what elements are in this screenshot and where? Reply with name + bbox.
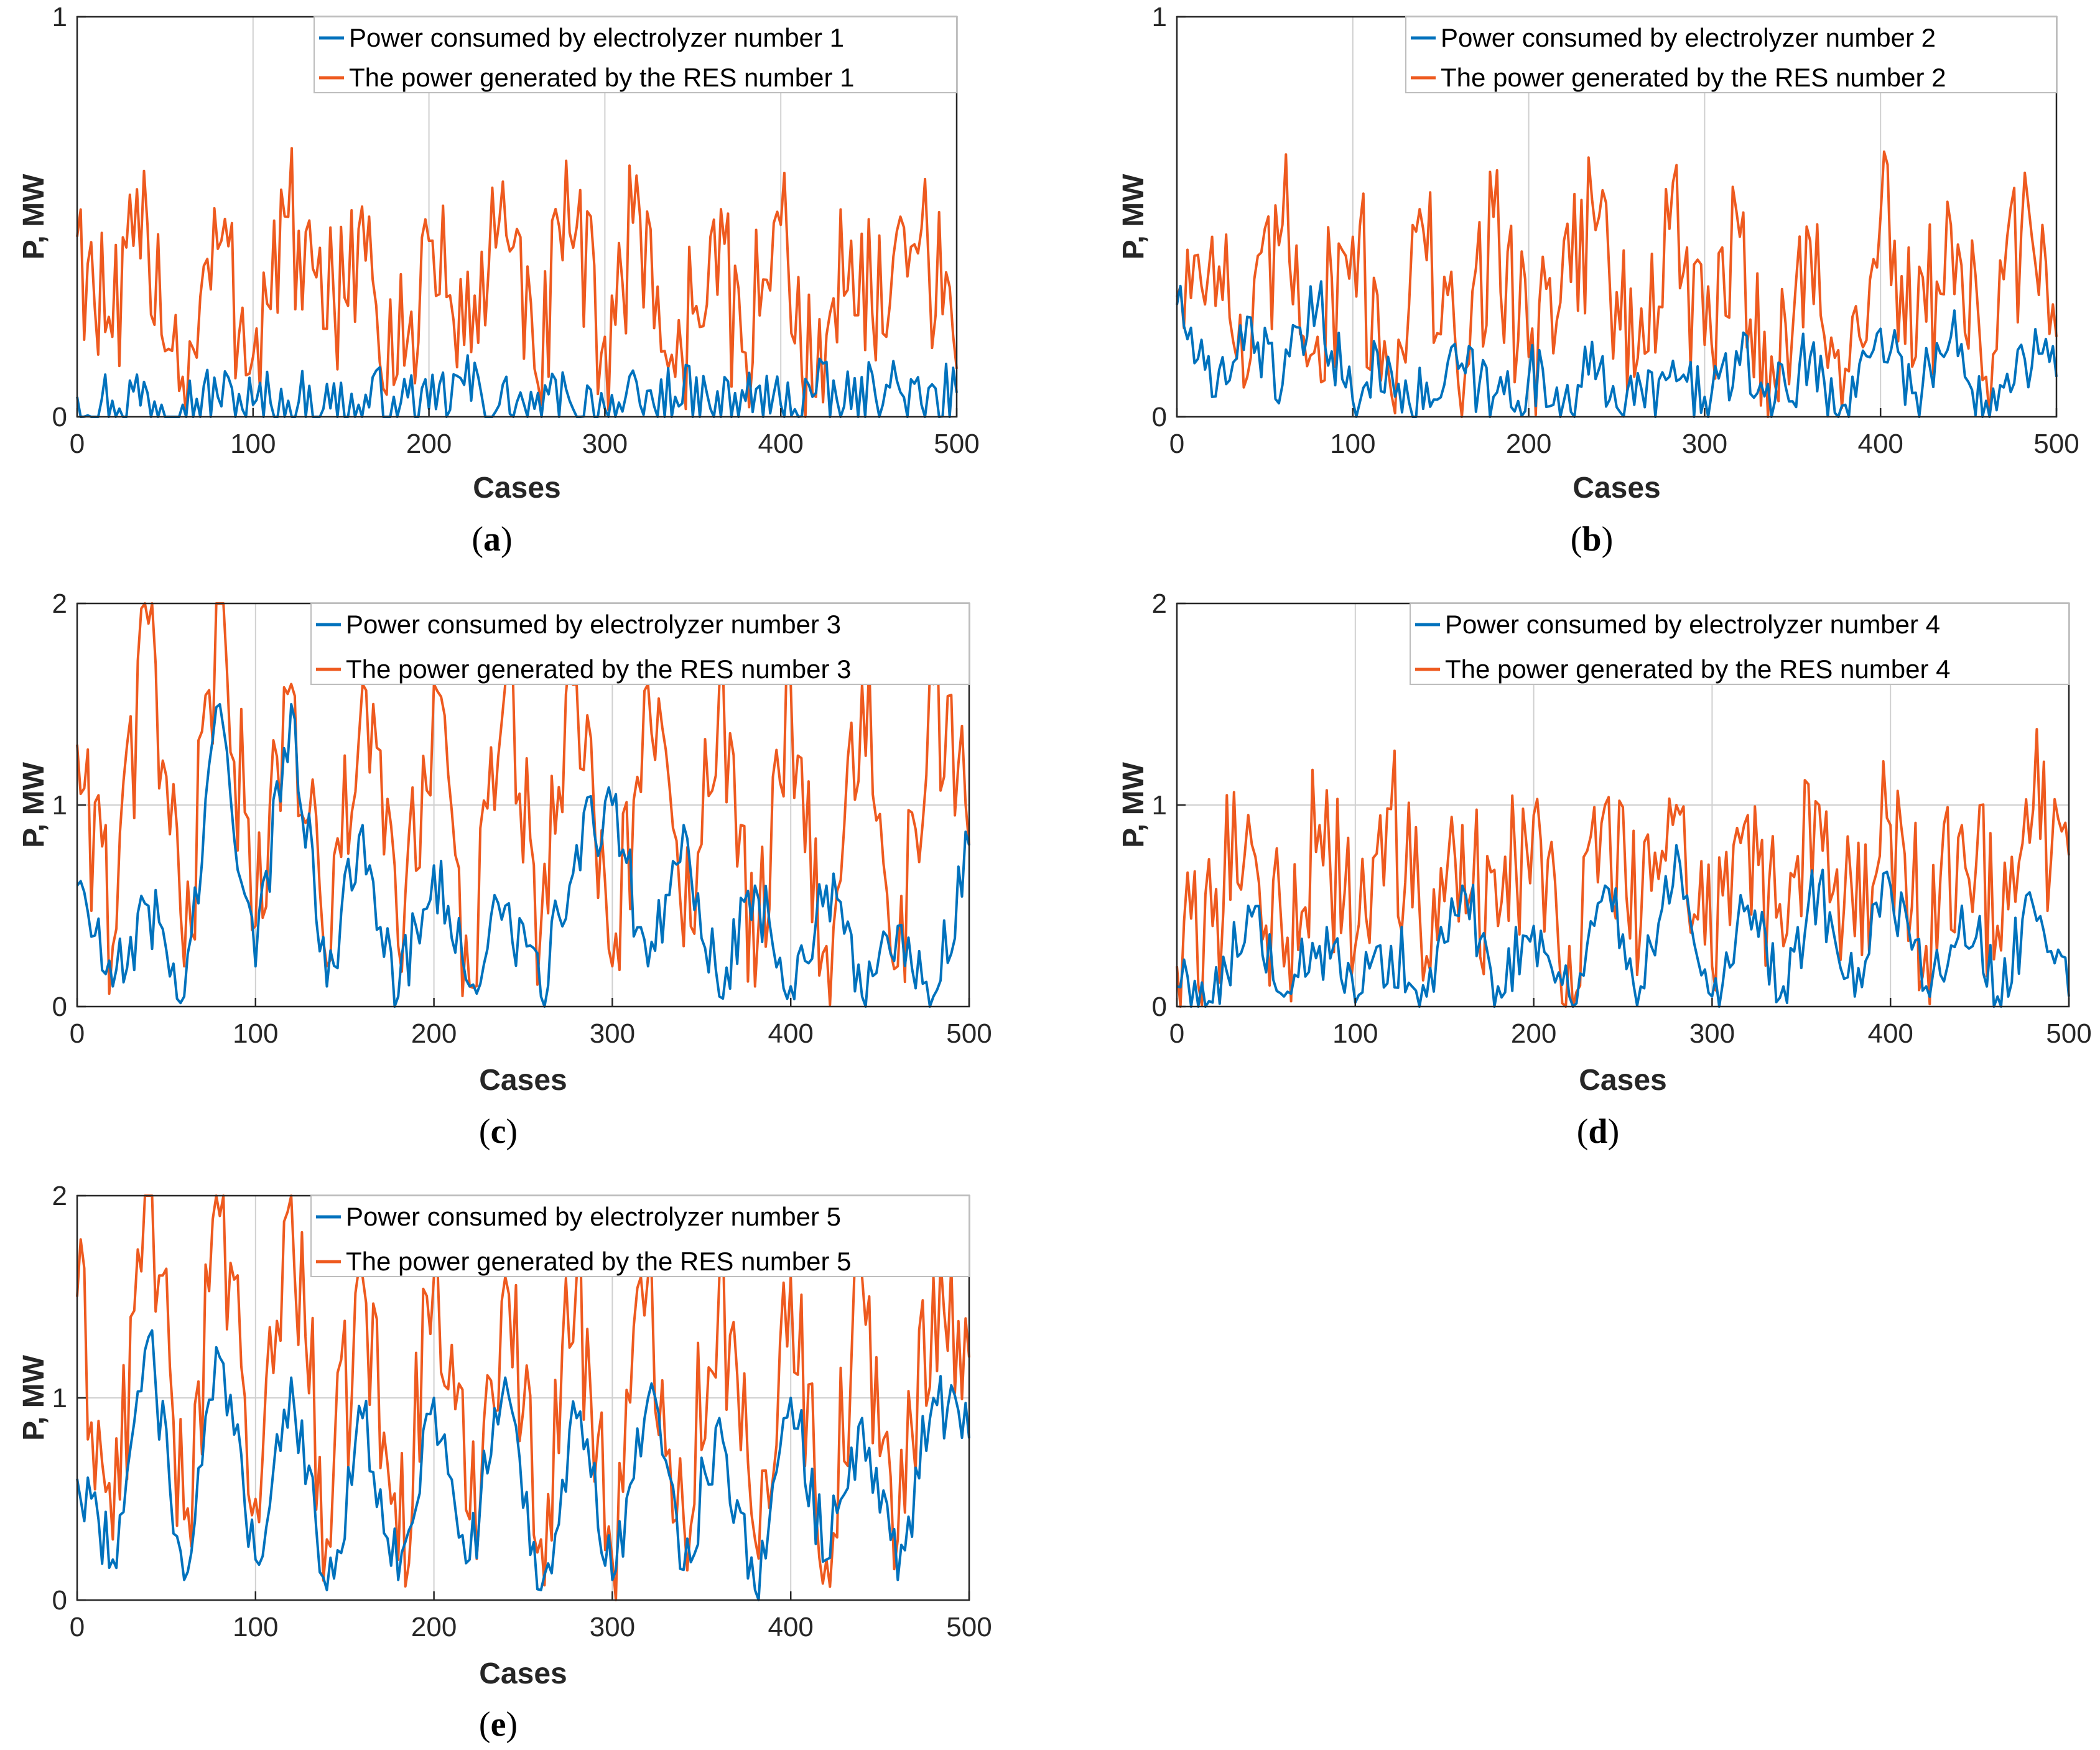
x-tick-label: 500 [2033, 429, 2079, 459]
x-tick-label: 0 [1169, 1018, 1184, 1049]
x-tick-label: 500 [934, 429, 979, 459]
legend-entry: Power consumed by electrolyzer number 1 [349, 23, 844, 52]
legend-box [1410, 603, 2070, 685]
x-tick-label: 200 [411, 1018, 457, 1049]
y-axis-label: P, MW [17, 1354, 50, 1440]
x-tick-label: 400 [768, 1612, 813, 1642]
x-tick-label: 300 [590, 1018, 635, 1049]
x-axis-label: Cases [479, 1064, 567, 1097]
y-axis-label: P, MW [17, 174, 50, 259]
x-axis-label: Cases [479, 1657, 567, 1690]
series-line-electrolyzer [1176, 844, 2070, 1008]
chart-panel-d: 0 100 200 300 400 500 0 1 2 Cases P, MW Power consu… [1117, 589, 2092, 1151]
legend-entry: The power generated by the RES number 5 [346, 1247, 851, 1276]
legend-box [310, 603, 970, 685]
series-line-res [76, 147, 958, 418]
x-axis-label: Cases [1573, 472, 1660, 505]
x-tick-label: 100 [1332, 1018, 1378, 1049]
x-tick-label: 100 [233, 1018, 278, 1049]
x-tick-label: 200 [1511, 1018, 1556, 1049]
legend-entry: The power generated by the RES number 4 [1445, 654, 1950, 684]
y-axis-label: P, MW [1117, 174, 1150, 259]
legend-box [1405, 16, 2057, 93]
panel-label: (c) [479, 1112, 518, 1151]
y-tick-label: 1 [52, 2, 67, 32]
x-tick-label: 100 [1330, 429, 1375, 459]
y-tick-label: 0 [1152, 402, 1167, 432]
x-tick-label: 300 [1689, 1018, 1735, 1049]
x-tick-label: 100 [230, 429, 276, 459]
x-tick-label: 300 [582, 429, 628, 459]
x-tick-label: 400 [768, 1018, 813, 1049]
x-tick-label: 0 [1169, 429, 1184, 459]
legend-entry: Power consumed by electrolyzer number 2 [1441, 23, 1936, 52]
panel-label: (b) [1571, 520, 1613, 559]
y-tick-label: 1 [52, 1383, 67, 1413]
chart-panel-c: 0 100 200 300 400 500 0 1 2 Cases P, MW Power consu… [17, 589, 992, 1151]
legend-box [314, 16, 957, 93]
y-tick-label: 2 [1152, 589, 1167, 619]
y-tick-label: 0 [52, 402, 67, 432]
chart-panel-e: 0 100 200 300 400 500 0 1 2 Cases P, MW Power consu… [17, 1181, 992, 1744]
chart-panel-b: 0 100 200 300 400 500 0 1 Cases P, MW Power consum… [1117, 2, 2079, 559]
x-tick-label: 0 [70, 1612, 85, 1642]
y-tick-label: 2 [52, 1181, 67, 1211]
x-axis-label: Cases [1579, 1064, 1666, 1097]
x-tick-label: 200 [1506, 429, 1551, 459]
legend-entry: Power consumed by electrolyzer number 5 [346, 1202, 841, 1231]
x-axis-label: Cases [473, 472, 560, 505]
x-tick-label: 300 [1682, 429, 1727, 459]
series-line-electrolyzer [76, 354, 958, 418]
legend-entry: The power generated by the RES number 1 [349, 63, 854, 92]
x-tick-label: 500 [946, 1612, 992, 1642]
x-tick-label: 200 [406, 429, 452, 459]
series-line-res [1176, 150, 2058, 418]
x-tick-label: 200 [411, 1612, 457, 1642]
y-axis-label: P, MW [1117, 761, 1150, 847]
series-line-res [76, 1194, 970, 1601]
x-tick-label: 500 [946, 1018, 992, 1049]
series-line-res [1176, 728, 2070, 1008]
x-tick-label: 100 [233, 1612, 278, 1642]
y-tick-label: 0 [52, 992, 67, 1022]
x-tick-label: 400 [1857, 429, 1903, 459]
panel-label: (d) [1577, 1112, 1619, 1151]
x-tick-label: 400 [1867, 1018, 1913, 1049]
y-tick-label: 2 [52, 589, 67, 619]
series-line-electrolyzer [76, 703, 970, 1008]
y-tick-label: 0 [52, 1585, 67, 1616]
series-line-electrolyzer [1176, 280, 2058, 418]
x-tick-label: 300 [590, 1612, 635, 1642]
legend-entry: Power consumed by electrolyzer number 4 [1445, 610, 1940, 639]
y-tick-label: 1 [1152, 790, 1167, 821]
series-line-res [76, 602, 970, 1007]
series-line-electrolyzer [76, 1329, 970, 1601]
panel-label: (e) [479, 1705, 518, 1744]
legend-box [310, 1195, 970, 1277]
y-tick-label: 1 [52, 790, 67, 821]
legend-entry: The power generated by the RES number 2 [1441, 63, 1946, 92]
y-tick-label: 0 [1152, 992, 1167, 1022]
x-tick-label: 500 [2046, 1018, 2091, 1049]
legend-entry: The power generated by the RES number 3 [346, 654, 851, 684]
legend-entry: Power consumed by electrolyzer number 3 [346, 610, 841, 639]
panel-label: (a) [472, 520, 512, 559]
x-tick-label: 0 [70, 429, 85, 459]
chart-panel-a: 0 100 200 300 400 500 0 1 Cases P, MW Power consum… [17, 2, 980, 559]
y-axis-label: P, MW [17, 761, 50, 847]
x-tick-label: 0 [70, 1018, 85, 1049]
x-tick-label: 400 [758, 429, 803, 459]
y-tick-label: 1 [1152, 2, 1167, 32]
